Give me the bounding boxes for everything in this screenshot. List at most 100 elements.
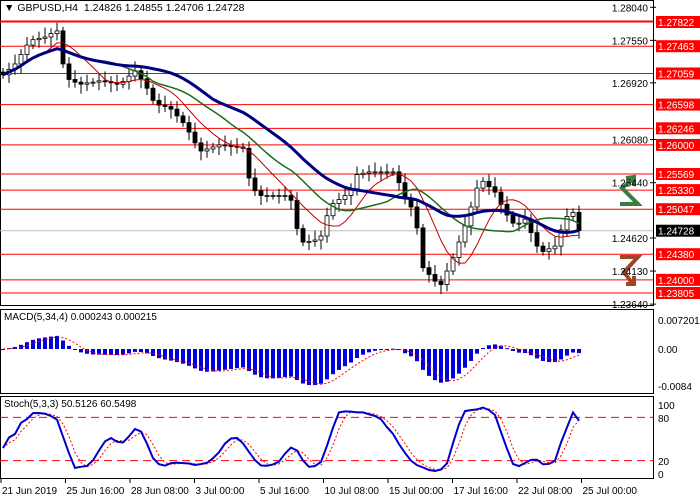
candle-body [390, 171, 396, 174]
candle-body [366, 171, 372, 174]
macd-bar [115, 349, 119, 356]
macd-bar [517, 349, 521, 353]
macd-bar [55, 335, 59, 349]
macd-bar [487, 345, 491, 349]
candle-body [252, 177, 258, 192]
candle-body [84, 82, 90, 85]
price-tick-label: 1.26080 [612, 136, 649, 147]
candle-body [576, 211, 582, 231]
candle-body [330, 203, 336, 217]
open-value: 1.24826 [83, 2, 122, 14]
down-arrow-icon [620, 255, 643, 286]
macd-bar [379, 349, 383, 350]
macd-bar [355, 349, 359, 358]
stoch-main-value: 50.5126 [61, 399, 98, 410]
macd-signal-value: 0.000215 [115, 312, 157, 323]
macd-bar [181, 349, 185, 364]
collapse-triangle-icon[interactable]: ▼ [4, 2, 15, 14]
macd-bar [199, 349, 203, 371]
macd-bar [7, 348, 11, 350]
macd-bar [325, 349, 329, 380]
time-label: 15 Jul 00:00 [389, 486, 444, 497]
candle-body [18, 54, 24, 65]
candle-body [150, 87, 156, 101]
level-badge [656, 248, 700, 261]
time-label: 22 Jul 08:00 [518, 486, 573, 497]
macd-bar [313, 349, 317, 385]
level-badge [656, 184, 700, 197]
candle-body [24, 44, 30, 55]
candle-body [540, 245, 546, 252]
macd-bar [421, 349, 425, 370]
macd-bar [259, 349, 263, 378]
macd-bar [547, 349, 551, 363]
time-label: 25 Jun 16:00 [67, 486, 125, 497]
candle-body [42, 36, 48, 39]
low-value: 1.24706 [165, 2, 204, 14]
level-badge [656, 167, 700, 180]
macd-bar [463, 349, 467, 368]
candle-body [48, 33, 54, 38]
candle-body [492, 186, 498, 193]
stoch-axis-label: 80 [658, 414, 670, 425]
up-arrow-icon [619, 174, 643, 206]
candle-body [414, 206, 420, 229]
macd-bar [397, 349, 401, 351]
macd-bar [133, 349, 137, 352]
stoch-signal-line [2, 408, 580, 471]
macd-bar [1, 349, 5, 350]
candle-body [510, 214, 516, 224]
candle-body [498, 191, 504, 205]
level-badge [656, 122, 700, 135]
candle-body [480, 180, 486, 189]
macd-bar [277, 349, 281, 378]
level-badge [656, 138, 700, 151]
macd-signal-line [2, 336, 580, 385]
candle-body [468, 206, 474, 227]
macd-bar [511, 349, 515, 351]
candle-body [228, 145, 234, 147]
candle-body [144, 78, 150, 89]
candle-body [456, 241, 462, 258]
candle-body [66, 63, 72, 80]
level-badge [656, 40, 700, 53]
macd-bar [205, 349, 209, 372]
macd-bar [481, 348, 485, 350]
candle-body [462, 225, 468, 243]
candle-body [504, 203, 510, 216]
macd-name: MACD(5,34,4) [4, 312, 68, 323]
level-badge [656, 67, 700, 80]
macd-axis-label: -0.0084 [658, 382, 692, 393]
macd-bar [295, 349, 299, 381]
macd-main-value: 0.000243 [70, 312, 113, 323]
candle-body [162, 104, 168, 107]
candle-body [78, 81, 84, 85]
macd-bar [217, 349, 221, 371]
macd-bar [49, 336, 53, 349]
candle-body [270, 195, 276, 197]
candle-body [450, 257, 456, 272]
macd-bar [187, 349, 191, 366]
macd-bar [301, 349, 305, 384]
level-label: 1.26598 [658, 101, 695, 112]
ma-slow-line [2, 47, 580, 234]
candle-body [546, 248, 552, 252]
candle-body [174, 108, 180, 117]
candle-body [186, 122, 192, 133]
macd-bar [367, 349, 371, 353]
candle-body [426, 267, 432, 275]
macd-bar [109, 349, 113, 355]
macd-bar [127, 349, 131, 354]
macd-bar [349, 349, 353, 363]
macd-bar [373, 349, 377, 351]
stoch-axis-label: 100 [658, 401, 675, 412]
candle-body [288, 195, 294, 201]
macd-bar [163, 349, 167, 360]
macd-bar [469, 349, 473, 361]
candle-body [216, 144, 222, 148]
candle-body [306, 240, 312, 243]
ma-fast-line [2, 42, 580, 264]
macd-bar [85, 349, 89, 354]
macd-bar [361, 349, 365, 355]
